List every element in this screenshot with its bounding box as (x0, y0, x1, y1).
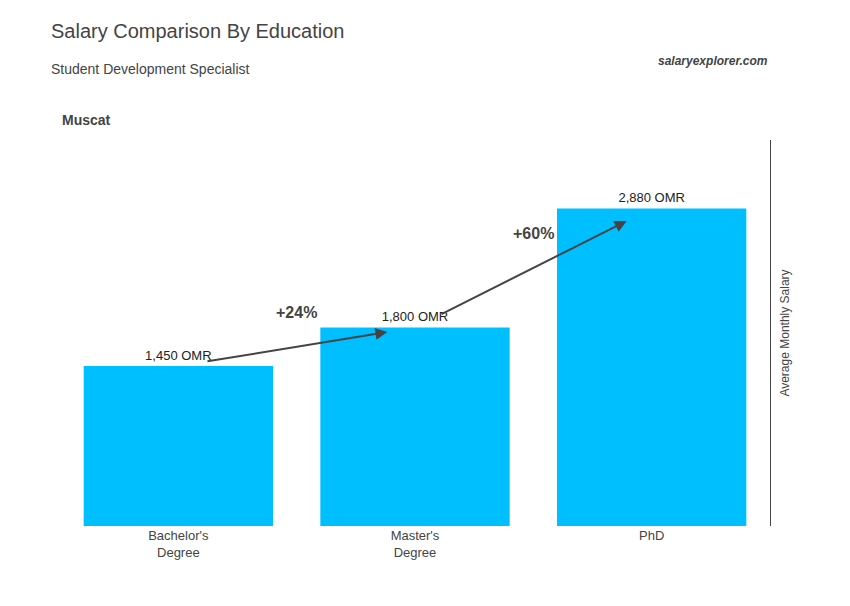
svg-text:Bachelor'sDegree: Bachelor'sDegree (148, 528, 209, 560)
svg-text:Salary Comparison By Education: Salary Comparison By Education (51, 20, 344, 42)
svg-text:Average Monthly Salary: Average Monthly Salary (778, 269, 792, 396)
svg-text:2,880 OMR: 2,880 OMR (618, 190, 684, 205)
svg-text:Master'sDegree: Master'sDegree (391, 528, 440, 560)
svg-text:+24%: +24% (276, 304, 317, 321)
svg-text:1,800 OMR: 1,800 OMR (382, 309, 448, 324)
svg-text:Muscat: Muscat (62, 112, 111, 128)
svg-text:+60%: +60% (513, 225, 554, 242)
svg-text:Student Development Specialist: Student Development Specialist (51, 61, 250, 77)
svg-text:PhD: PhD (639, 528, 664, 543)
svg-text:1,450 OMR: 1,450 OMR (145, 348, 211, 363)
svg-text:salaryexplorer.com: salaryexplorer.com (658, 54, 768, 68)
